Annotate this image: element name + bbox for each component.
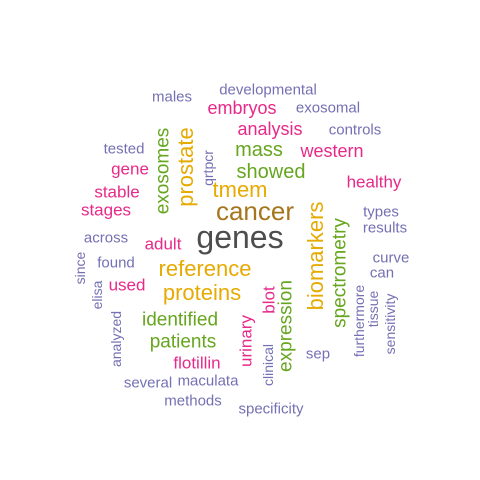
- word-patients: patients: [149, 331, 217, 353]
- word-prostate: prostate: [173, 127, 198, 207]
- word-blot: blot: [259, 286, 279, 314]
- word-gene: gene: [111, 159, 149, 179]
- word-developmental: developmental: [219, 81, 317, 99]
- word-adult: adult: [144, 234, 182, 254]
- word-curve: curve: [372, 249, 410, 267]
- word-found: found: [97, 254, 135, 272]
- word-results: results: [362, 219, 408, 237]
- word-stable: stable: [94, 182, 140, 202]
- word-since: since: [72, 251, 88, 285]
- word-identified: identified: [141, 309, 219, 331]
- word-specificity: specificity: [238, 400, 304, 418]
- word-healthy: healthy: [346, 172, 402, 192]
- word-tested: tested: [103, 140, 145, 158]
- word-males: males: [151, 88, 193, 106]
- word-stages: stages: [80, 200, 132, 220]
- word-biomarkers: biomarkers: [303, 201, 328, 311]
- word-analyzed: analyzed: [108, 310, 124, 368]
- word-tissue: tissue: [365, 290, 381, 328]
- word-expression: expression: [275, 280, 297, 372]
- word-embryos: embryos: [207, 98, 277, 118]
- word-sensitivity: sensitivity: [382, 293, 398, 355]
- word-sep: sep: [305, 345, 331, 363]
- word-elisa: elisa: [89, 280, 105, 310]
- word-several: several: [123, 374, 173, 392]
- word-exosomes: exosomes: [152, 127, 174, 215]
- word-genes: genes: [196, 219, 284, 255]
- word-western: western: [300, 141, 364, 161]
- word-spectrometry: spectrometry: [329, 218, 351, 328]
- word-cancer: cancer: [215, 196, 295, 226]
- word-exosomal: exosomal: [295, 99, 361, 117]
- word-across: across: [83, 229, 129, 247]
- word-showed: showed: [236, 161, 306, 183]
- word-tmem: tmem: [212, 177, 268, 202]
- word-clinical: clinical: [260, 343, 276, 387]
- word-used: used: [108, 275, 146, 295]
- word-maculata: maculata: [177, 372, 239, 390]
- word-proteins: proteins: [162, 280, 242, 305]
- word-can: can: [369, 264, 395, 282]
- word-furthermore: furthermore: [351, 284, 367, 358]
- word-controls: controls: [328, 121, 382, 139]
- word-types: types: [363, 203, 399, 221]
- word-reference: reference: [158, 256, 252, 281]
- word-analysis: analysis: [237, 119, 303, 139]
- word-methods: methods: [164, 392, 222, 410]
- word-urinary: urinary: [236, 315, 256, 367]
- word-qrtpcr: qrtpcr: [200, 150, 216, 186]
- word-mass: mass: [235, 139, 283, 161]
- word-flotillin: flotillin: [173, 353, 221, 373]
